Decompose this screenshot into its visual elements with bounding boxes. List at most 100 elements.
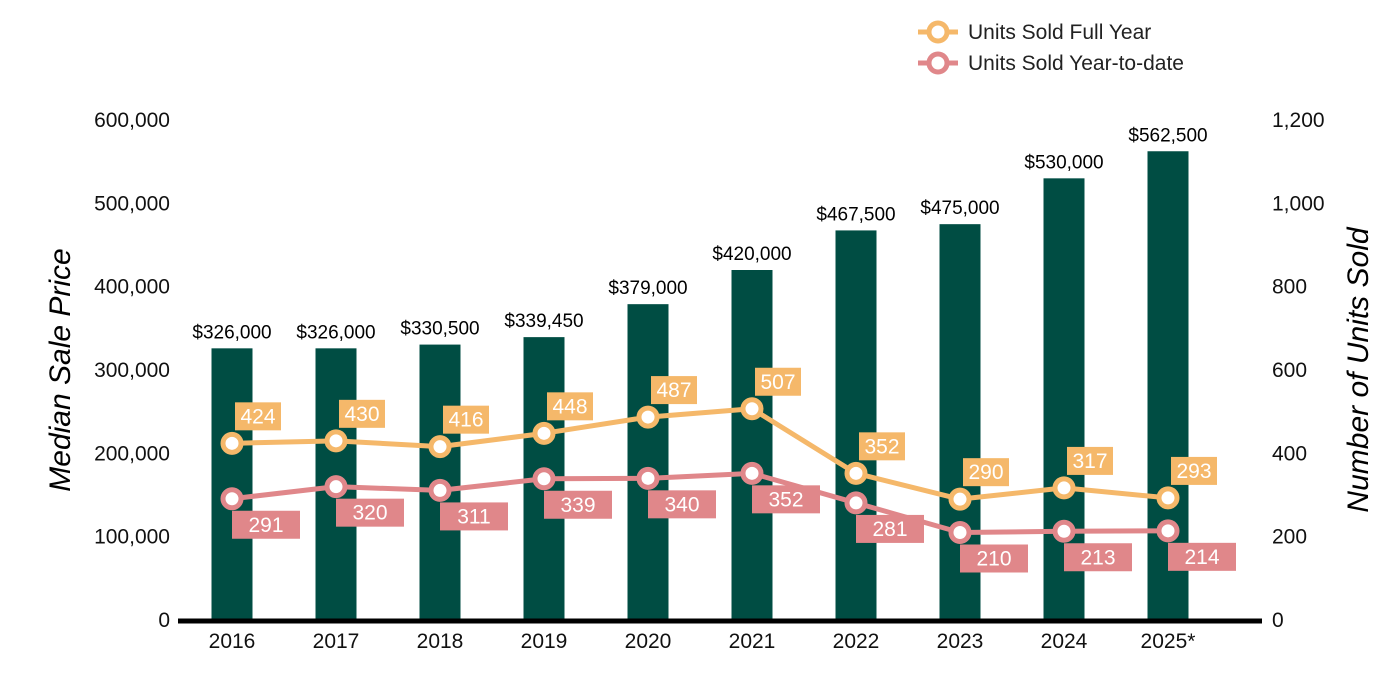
series-point [844, 461, 868, 485]
series-point [220, 487, 244, 511]
right-axis-title: Number of Units Sold [1342, 226, 1375, 512]
data-label: 448 [552, 395, 587, 418]
series-point [740, 397, 764, 421]
left-y-tick-label: 0 [158, 609, 170, 632]
data-label-box [859, 432, 905, 461]
bar-value-label: $339,450 [504, 311, 583, 332]
bar-value-label: $562,500 [1128, 125, 1207, 146]
data-label-box [339, 399, 385, 428]
data-label-box [1064, 543, 1132, 572]
series-point [428, 478, 452, 502]
bar-value-label: $467,500 [816, 204, 895, 225]
data-label: 213 [1080, 546, 1115, 569]
left-y-tick-label: 200,000 [94, 442, 170, 465]
bar-value-label: $379,000 [608, 278, 687, 299]
legend-entry: Units Sold Year-to-date [968, 52, 1184, 75]
data-label-box [544, 490, 612, 519]
series-point [1156, 486, 1180, 510]
left-y-tick-label: 100,000 [94, 526, 170, 549]
data-label: 352 [768, 488, 803, 511]
data-label: 317 [1072, 450, 1107, 473]
bar-value-label: $330,500 [400, 319, 479, 340]
series-point [532, 421, 556, 445]
x-tick-label: 2023 [937, 630, 984, 653]
point-labels-layer: 424 430 416 448 487 507 352 290 317 293 291 320 311 3… [232, 367, 1236, 573]
data-label-box [755, 367, 801, 396]
data-label: 281 [872, 518, 907, 541]
legend-entry: Units Sold Full Year [968, 21, 1151, 44]
x-tick-label: 2025* [1141, 630, 1196, 653]
x-tick-label: 2018 [417, 630, 464, 653]
left-y-tick-label: 400,000 [94, 276, 170, 299]
data-label-box [547, 392, 593, 421]
series-point [428, 435, 452, 459]
data-label-box [336, 498, 404, 527]
series-line [231, 406, 1169, 502]
series-point [532, 467, 556, 491]
series-point [324, 429, 348, 453]
series-point [948, 487, 972, 511]
series-point [1052, 519, 1076, 543]
bar [627, 304, 669, 620]
x-tick-label: 2020 [625, 630, 672, 653]
right-y-tick-label: 1,200 [1272, 109, 1325, 132]
left-axis-title: Median Sale Price [44, 248, 77, 491]
data-label: 424 [240, 405, 275, 428]
bar-value-label: $475,000 [920, 198, 999, 219]
data-label-box [232, 510, 300, 539]
x-tick-label: 2024 [1041, 630, 1088, 653]
right-y-tick-label: 800 [1272, 276, 1307, 299]
x-tick-label: 2019 [521, 630, 568, 653]
data-label-box [235, 402, 281, 431]
right-y-tick-label: 400 [1272, 442, 1307, 465]
bar-value-label: $326,000 [296, 322, 375, 343]
series-point [948, 521, 972, 544]
data-label: 290 [968, 461, 1003, 484]
data-label-box [1168, 542, 1236, 571]
series-point [220, 431, 244, 455]
data-label-box [648, 490, 716, 519]
data-label: 339 [560, 494, 595, 517]
data-label-box [963, 458, 1009, 487]
data-label: 507 [760, 371, 795, 394]
bar-value-label: $326,000 [192, 322, 271, 343]
series-point [1052, 476, 1076, 500]
data-label-box [440, 502, 508, 531]
data-label-box [1067, 446, 1113, 475]
bar [731, 270, 773, 620]
data-label: 291 [248, 514, 283, 537]
right-y-tick-label: 1,000 [1272, 192, 1325, 215]
axes-layer: 2016 2017 2018 2019 2020 2021 2022 2023 2024 2025… [44, 109, 1375, 653]
right-y-tick-label: 0 [1272, 609, 1284, 632]
data-label: 311 [457, 505, 490, 528]
series-line [231, 470, 1169, 535]
data-label: 214 [1184, 546, 1219, 569]
data-label: 416 [448, 409, 483, 432]
series-point [324, 475, 348, 499]
data-label-box [856, 514, 924, 543]
data-label: 352 [864, 435, 899, 458]
series-point [844, 491, 868, 515]
data-label: 320 [352, 502, 387, 525]
bar-value-label: $420,000 [712, 244, 791, 265]
x-tick-label: 2022 [833, 630, 880, 653]
bar [211, 348, 253, 620]
lines-layer [220, 397, 1180, 544]
data-label-box [960, 544, 1028, 573]
data-label: 487 [656, 379, 691, 402]
bars-layer: $326,000 $326,000 $330,500 $339,450 $379,000… [192, 125, 1208, 621]
series-point [1156, 519, 1180, 543]
series-point [636, 405, 660, 429]
data-label: 340 [664, 493, 699, 516]
data-label: 210 [976, 548, 1011, 571]
data-label: 293 [1176, 460, 1211, 483]
data-label-box [651, 376, 697, 405]
legend-marker [926, 51, 950, 75]
right-y-tick-label: 200 [1272, 526, 1307, 549]
data-label-box [752, 485, 820, 514]
left-y-tick-label: 300,000 [94, 359, 170, 382]
bar [835, 230, 877, 620]
series-point [740, 461, 764, 485]
data-label: 430 [344, 403, 379, 426]
x-tick-label: 2017 [313, 630, 360, 653]
